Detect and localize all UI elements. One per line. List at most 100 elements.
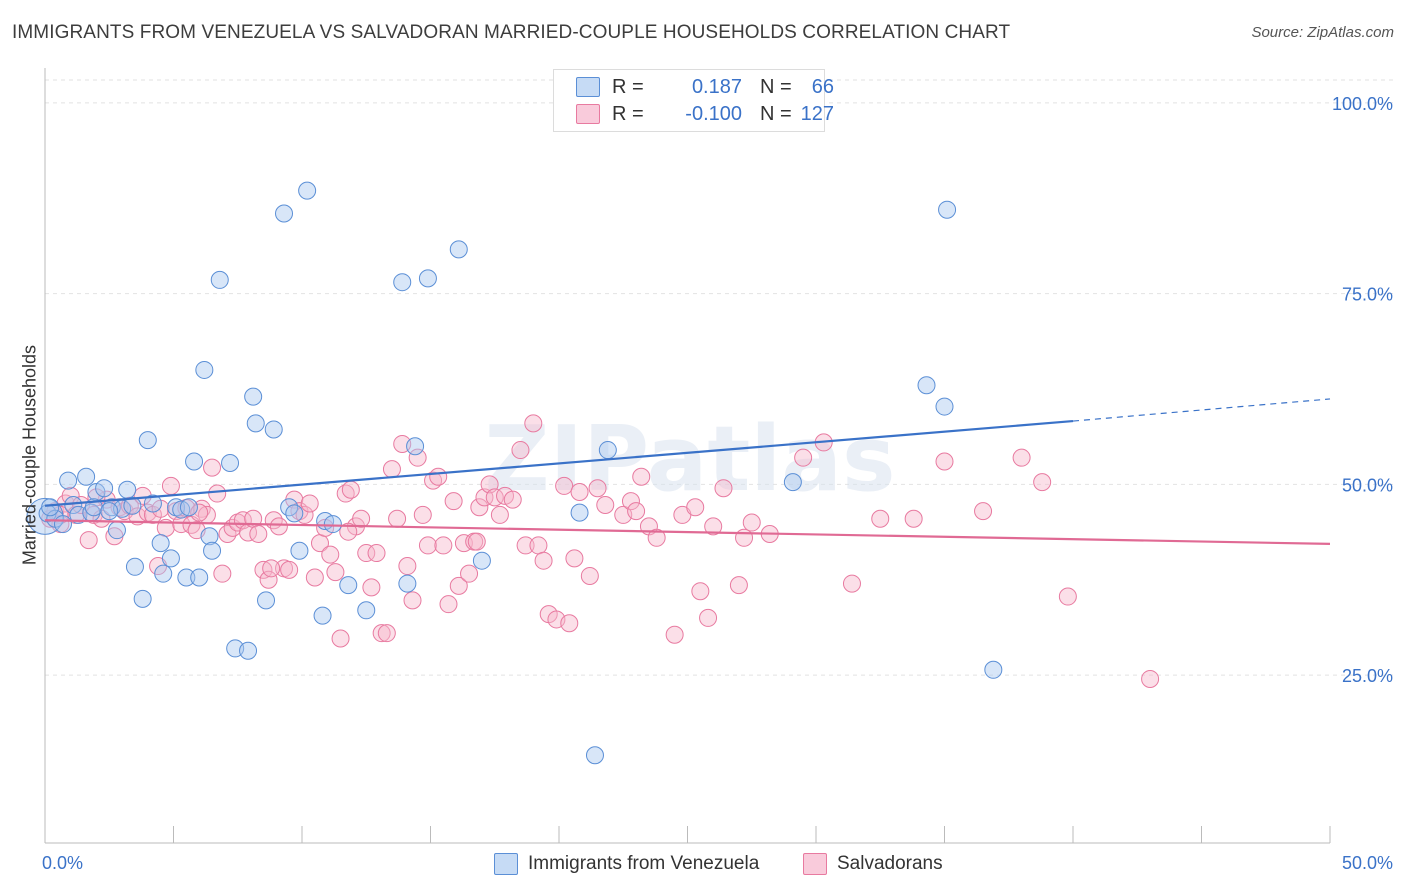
data-point-salvadorans <box>560 614 579 633</box>
legend-n-label: N = <box>760 102 792 125</box>
data-point-salvadorans <box>621 492 640 511</box>
data-point-venezuela <box>257 591 276 610</box>
data-point-venezuela <box>585 746 604 765</box>
data-point-salvadorans <box>305 568 324 587</box>
legend-r-label: R = <box>612 75 644 98</box>
data-point-venezuela <box>203 541 222 560</box>
bottom-legend-label-venezuela: Immigrants from Venezuela <box>528 853 760 874</box>
data-point-salvadorans <box>331 629 350 648</box>
legend-r-label: R = <box>612 102 644 125</box>
data-point-salvadorans <box>704 517 723 536</box>
data-point-venezuela <box>107 521 126 540</box>
data-point-salvadorans <box>460 564 479 583</box>
data-point-salvadorans <box>647 528 666 547</box>
legend-n-value: 127 <box>800 102 834 125</box>
data-point-salvadorans <box>974 502 993 521</box>
data-point-salvadorans <box>1033 473 1052 492</box>
data-point-salvadorans <box>570 483 589 502</box>
bottom-legend-swatch-salvadorans <box>803 853 827 875</box>
data-point-salvadorans <box>249 524 268 543</box>
watermark: ZIPatlas <box>484 407 895 512</box>
data-point-venezuela <box>275 204 294 223</box>
data-point-venezuela <box>398 574 417 593</box>
data-point-salvadorans <box>203 458 222 477</box>
y-tick-label: 75.0% <box>1342 285 1393 305</box>
data-point-salvadorans <box>735 528 754 547</box>
y-tick-label: 25.0% <box>1342 666 1393 686</box>
data-point-salvadorans <box>699 608 718 627</box>
data-point-venezuela <box>118 480 137 499</box>
data-point-salvadorans <box>686 498 705 517</box>
data-point-salvadorans <box>190 503 209 522</box>
data-point-venezuela <box>285 504 304 523</box>
data-point-salvadorans <box>794 448 813 467</box>
data-point-salvadorans <box>339 522 358 541</box>
bottom-legend-salvadorans: Salvadorans <box>803 851 943 877</box>
data-point-salvadorans <box>262 559 281 578</box>
data-point-venezuela <box>323 515 342 534</box>
trend-line-venezuela <box>44 419 1074 507</box>
data-point-salvadorans <box>357 544 376 563</box>
x-tick-label: 0.0% <box>42 853 83 873</box>
data-point-salvadorans <box>529 536 548 555</box>
data-point-salvadorans <box>467 532 486 551</box>
data-point-venezuela <box>984 660 1003 679</box>
tick-labels: 100.0% 75.0% 50.0% 25.0% 0.0% 50.0% <box>42 94 1393 873</box>
data-point-venezuela <box>472 551 491 570</box>
data-point-venezuela <box>406 437 425 456</box>
data-point-venezuela <box>100 502 119 521</box>
data-point-salvadorans <box>79 531 98 550</box>
data-point-salvadorans <box>444 492 463 511</box>
axes <box>44 68 1331 844</box>
data-point-venezuela <box>449 240 468 259</box>
y-tick-label: 50.0% <box>1342 475 1393 495</box>
data-point-venezuela <box>161 549 180 568</box>
data-point-salvadorans <box>1058 587 1077 606</box>
trend-lines <box>44 398 1331 546</box>
data-point-salvadorans <box>742 513 761 532</box>
data-point-salvadorans <box>904 509 923 528</box>
data-point-venezuela <box>938 200 957 219</box>
data-point-venezuela <box>138 431 157 450</box>
data-point-salvadorans <box>388 509 407 528</box>
data-point-salvadorans <box>665 625 684 644</box>
data-point-salvadorans <box>503 490 522 509</box>
data-point-venezuela <box>783 473 802 492</box>
data-point-salvadorans <box>172 515 191 534</box>
data-point-salvadorans <box>403 591 422 610</box>
chart-source: Source: ZipAtlas.com <box>1251 24 1394 41</box>
data-point-salvadorans <box>632 467 651 486</box>
legend-r-value: 0.187 <box>691 75 742 98</box>
data-point-venezuela <box>393 273 412 292</box>
data-point-venezuela <box>264 420 283 439</box>
data-point-venezuela <box>179 498 198 517</box>
bottom-legend-swatch-venezuela <box>494 853 518 875</box>
data-point-salvadorans <box>128 507 147 526</box>
data-point-salvadorans <box>413 505 432 524</box>
data-point-salvadorans <box>434 536 453 555</box>
data-point-salvadorans <box>280 560 299 579</box>
data-point-venezuela <box>195 360 214 379</box>
data-point-salvadorans <box>524 414 543 433</box>
data-point-salvadorans <box>321 545 340 564</box>
data-point-venezuela <box>598 441 617 460</box>
data-point-salvadorans <box>372 624 391 643</box>
data-point-salvadorans <box>341 480 360 499</box>
chart-title: IMMIGRANTS FROM VENEZUELA VS SALVADORAN … <box>12 22 1011 43</box>
data-point-venezuela <box>143 494 162 513</box>
data-point-venezuela <box>313 606 332 625</box>
data-point-venezuela <box>357 601 376 620</box>
data-point-venezuela <box>221 454 240 473</box>
legend-n-label: N = <box>760 75 792 98</box>
data-point-salvadorans <box>377 624 396 643</box>
data-point-venezuela <box>190 568 209 587</box>
trend-line-salvadorans <box>44 519 1331 546</box>
data-point-venezuela <box>95 479 114 498</box>
data-point-venezuela <box>123 496 142 515</box>
series-venezuela <box>26 181 1003 765</box>
data-point-salvadorans <box>208 484 227 503</box>
data-point-salvadorans <box>398 557 417 576</box>
data-point-venezuela <box>133 589 152 608</box>
data-point-venezuela <box>290 541 309 560</box>
series-salvadorans <box>41 414 1160 688</box>
